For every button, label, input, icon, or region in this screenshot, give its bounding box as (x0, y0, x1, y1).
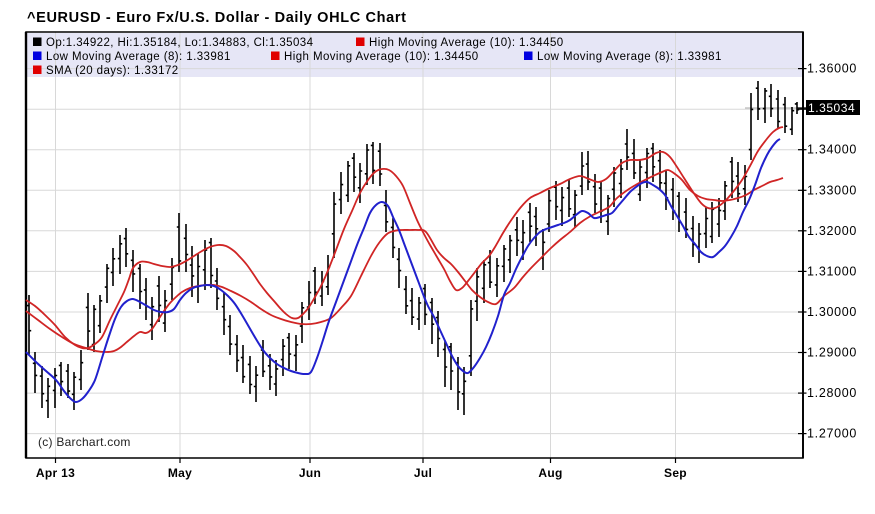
svg-text:Sep: Sep (664, 466, 687, 480)
svg-text:1.33000: 1.33000 (807, 183, 857, 197)
svg-text:1.30000: 1.30000 (807, 305, 857, 319)
svg-text:1.31000: 1.31000 (807, 264, 857, 278)
svg-text:High Moving Average (10): 1.34: High Moving Average (10): 1.34450 (369, 37, 564, 49)
svg-text:Low Moving Average (8): 1.3398: Low Moving Average (8): 1.33981 (537, 51, 722, 63)
svg-text:High Moving Average (10): 1.34: High Moving Average (10): 1.34450 (284, 51, 479, 63)
svg-text:Op:1.34922, Hi:1.35184, Lo:1.3: Op:1.34922, Hi:1.35184, Lo:1.34883, Cl:1… (46, 37, 314, 49)
svg-text:SMA (20 days): 1.33172: SMA (20 days): 1.33172 (46, 65, 179, 77)
svg-text:Low Moving Average (8): 1.3398: Low Moving Average (8): 1.33981 (46, 51, 231, 63)
svg-text:1.32000: 1.32000 (807, 224, 857, 238)
svg-text:1.35034: 1.35034 (808, 101, 855, 115)
svg-text:May: May (168, 466, 192, 480)
svg-text:1.36000: 1.36000 (807, 62, 857, 76)
svg-text:Apr 13: Apr 13 (36, 466, 75, 480)
svg-text:1.28000: 1.28000 (807, 386, 857, 400)
svg-text:1.34000: 1.34000 (807, 143, 857, 157)
svg-text:Aug: Aug (538, 466, 562, 480)
svg-text:1.29000: 1.29000 (807, 346, 857, 360)
svg-text:^EURUSD - Euro Fx/U.S. Dollar: ^EURUSD - Euro Fx/U.S. Dollar - Daily OH… (27, 10, 407, 26)
svg-text:1.27000: 1.27000 (807, 427, 857, 441)
svg-text:(c) Barchart.com: (c) Barchart.com (38, 435, 131, 449)
svg-text:Jun: Jun (299, 466, 321, 480)
svg-text:Jul: Jul (414, 466, 432, 480)
